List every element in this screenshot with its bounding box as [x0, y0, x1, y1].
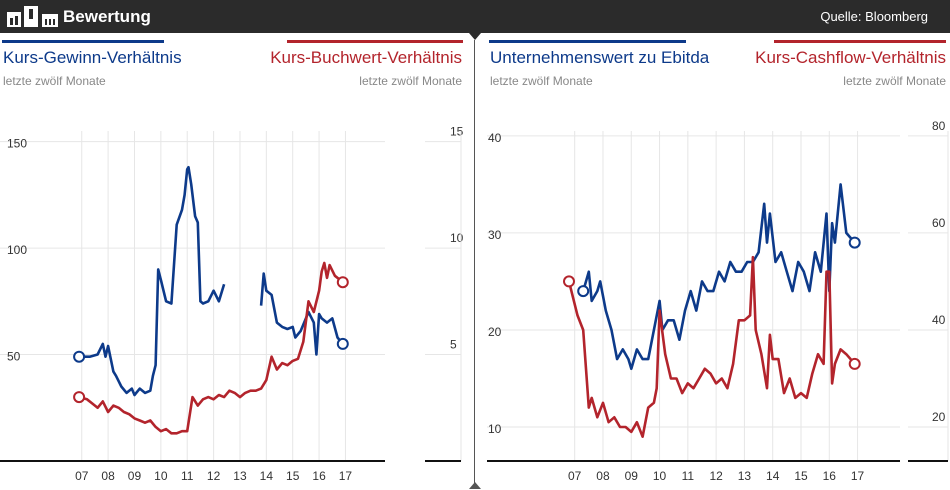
- left-x-tick-07: 07: [75, 469, 89, 483]
- left-x-tick-13: 13: [233, 469, 247, 483]
- right-x-tick-08: 08: [596, 469, 610, 483]
- left-subtitle-blue: letzte zwölf Monate: [3, 74, 106, 88]
- left-y-right-tick-5: 5: [450, 338, 457, 352]
- header-source: Quelle: Bloomberg: [820, 9, 928, 24]
- right-red-rule: [774, 40, 946, 43]
- left-series-0-line: [79, 165, 344, 397]
- right-x-tick-14: 14: [766, 469, 780, 483]
- header-bar: Bewertung Quelle: Bloomberg: [0, 0, 950, 33]
- left-x-tick-12: 12: [207, 469, 221, 483]
- right-subtitle-red: letzte zwölf Monate: [843, 74, 946, 88]
- right-x-tick-11: 11: [682, 469, 695, 483]
- left-series-0-end-marker: [336, 337, 349, 350]
- left-title-blue: Kurs-Gewinn-Verhältnis: [3, 48, 182, 67]
- right-x-tick-15: 15: [794, 469, 808, 483]
- panel-divider: [474, 40, 475, 485]
- right-y-left-tick-40: 40: [488, 131, 502, 145]
- left-x-tick-14: 14: [260, 469, 274, 483]
- right-y-left-tick-10: 10: [488, 422, 502, 436]
- left-x-tick-11: 11: [181, 469, 194, 483]
- right-series-1-line: [567, 255, 856, 438]
- left-title-red: Kurs-Buchwert-Verhältnis: [270, 48, 462, 67]
- right-x-tick-10: 10: [653, 469, 667, 483]
- right-y-right-tick-40: 40: [932, 313, 946, 327]
- left-x-tick-17: 17: [339, 469, 353, 483]
- left-y-left-tick-50: 50: [7, 350, 21, 364]
- left-x-tick-09: 09: [128, 469, 142, 483]
- left-y-left-tick-100: 100: [7, 243, 27, 257]
- divider-tip: [469, 482, 481, 489]
- left-x-tick-15: 15: [286, 469, 300, 483]
- right-x-tick-17: 17: [851, 469, 865, 483]
- bar-chart-icon: [7, 6, 58, 27]
- left-blue-rule: [2, 40, 164, 43]
- left-x-tick-08: 08: [101, 469, 115, 483]
- left-series-1-end-marker: [336, 276, 349, 289]
- right-y-right-tick-60: 60: [932, 216, 946, 230]
- left-y-right-tick-15: 15: [450, 125, 464, 139]
- right-y-right-tick-20: 20: [932, 410, 946, 424]
- left-y-right-tick-10: 10: [450, 231, 464, 245]
- header-title: Bewertung: [63, 7, 151, 26]
- left-x-tick-10: 10: [154, 469, 168, 483]
- right-x-tick-07: 07: [568, 469, 582, 483]
- right-y-left-tick-20: 20: [488, 325, 502, 339]
- right-x-tick-12: 12: [709, 469, 723, 483]
- left-red-rule: [287, 40, 463, 43]
- right-subtitle-blue: letzte zwölf Monate: [490, 74, 593, 88]
- right-series-1-start-marker: [563, 275, 575, 288]
- right-x-tick-09: 09: [625, 469, 639, 483]
- left-series-1-line: [78, 261, 344, 435]
- left-y-left-tick-150: 150: [7, 137, 27, 151]
- right-x-tick-16: 16: [823, 469, 837, 483]
- left-series-1-start-marker: [73, 391, 86, 404]
- right-series-1-end-marker: [848, 357, 861, 370]
- right-series-0-start-marker: [577, 285, 590, 298]
- right-x-tick-13: 13: [738, 469, 752, 483]
- right-title-red: Kurs-Cashflow-Verhältnis: [755, 48, 946, 67]
- right-blue-rule: [489, 40, 686, 43]
- header-notch: [469, 33, 481, 40]
- right-series-0-line: [581, 183, 856, 371]
- left-x-tick-16: 16: [312, 469, 326, 483]
- right-series-0-end-marker: [848, 236, 861, 249]
- right-y-right-tick-80: 80: [932, 119, 946, 133]
- left-series-0-start-marker: [73, 350, 86, 363]
- right-y-left-tick-30: 30: [488, 228, 502, 242]
- right-title-blue: Unternehmenswert zu Ebitda: [490, 48, 710, 67]
- left-subtitle-red: letzte zwölf Monate: [359, 74, 462, 88]
